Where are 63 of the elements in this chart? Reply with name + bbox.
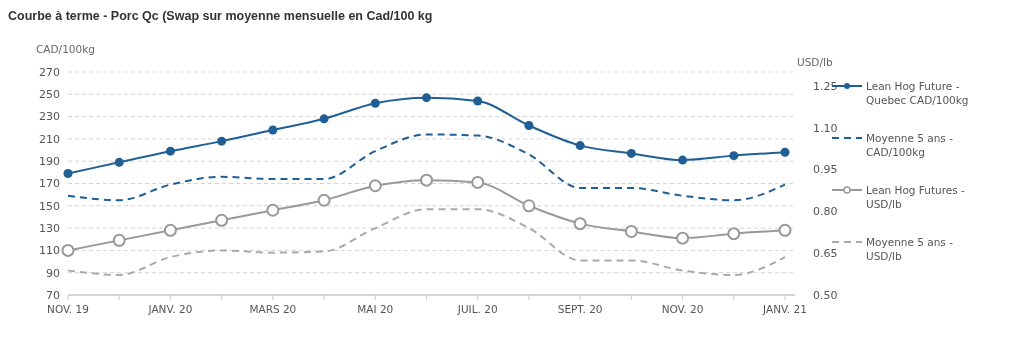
point [626,148,636,158]
y-tick-label: 230 [39,110,60,124]
x-tick-label: MAI 20 [357,303,394,315]
y2-axis-title: USD/lb [797,56,833,68]
x-tick-label: JANV. 20 [147,303,193,315]
point [370,98,380,108]
y-tick-label: 170 [39,177,60,191]
legend-label: Lean Hog Future - Quebec CAD/100kg [866,80,969,106]
point [112,233,126,247]
point [215,213,229,227]
y-axis-title: CAD/100kg [36,43,95,55]
legend-label: Lean Hog Futures - USD/lb [866,184,966,210]
point [317,193,331,207]
line-series [67,208,786,276]
point [676,231,690,245]
y-tick-label: 70 [46,288,60,302]
y2-tick-label: 0.80 [813,205,838,219]
x-tick-label: JANV. 21 [762,303,807,315]
point [268,125,278,135]
point [165,146,175,156]
point [624,224,638,238]
point [727,227,741,241]
point [163,223,177,237]
point [729,151,739,161]
point [217,136,227,146]
point [778,223,792,237]
y2-tick-label: 0.65 [813,247,838,261]
y-tick-label: 130 [39,221,60,235]
point [780,147,790,157]
x-tick-label: MARS 20 [249,303,297,315]
point [473,96,483,106]
point [63,168,73,178]
y-tick-label: 210 [39,132,60,146]
point [368,179,382,193]
point [420,173,433,187]
point [575,141,585,151]
line-series [67,133,786,202]
x-tick-label: NOV. 20 [661,303,704,315]
chart-title: Courbe à terme - Porc Qc (Swap sur moyenne mensuelle en Cad/100 kg [8,9,433,23]
point [422,93,431,103]
legend-label: Moyenne 5 ans - CAD/100kg [866,132,954,158]
x-tick-label: JUIL. 20 [456,303,498,315]
point [522,199,536,213]
point [471,175,485,189]
point [114,157,124,167]
point [61,243,75,257]
y2-tick-label: 0.95 [813,163,838,177]
y-tick-label: 250 [39,88,60,102]
y-tick-label: 150 [39,199,60,213]
x-tick-label: SEPT. 20 [557,303,603,315]
point [524,121,534,131]
point [266,203,280,217]
y2-tick-label: 1.10 [813,121,838,135]
y-tick-label: 90 [46,266,60,280]
point [319,114,329,124]
x-tick-label: NOV. 19 [47,303,89,315]
point [678,155,688,165]
y-tick-label: 270 [39,65,60,79]
legend-label: Moyenne 5 ans - USD/lb [866,236,954,262]
y-tick-label: 110 [39,244,60,258]
y2-tick-label: 0.50 [813,288,838,302]
y-tick-label: 190 [39,155,60,169]
point [573,217,587,231]
